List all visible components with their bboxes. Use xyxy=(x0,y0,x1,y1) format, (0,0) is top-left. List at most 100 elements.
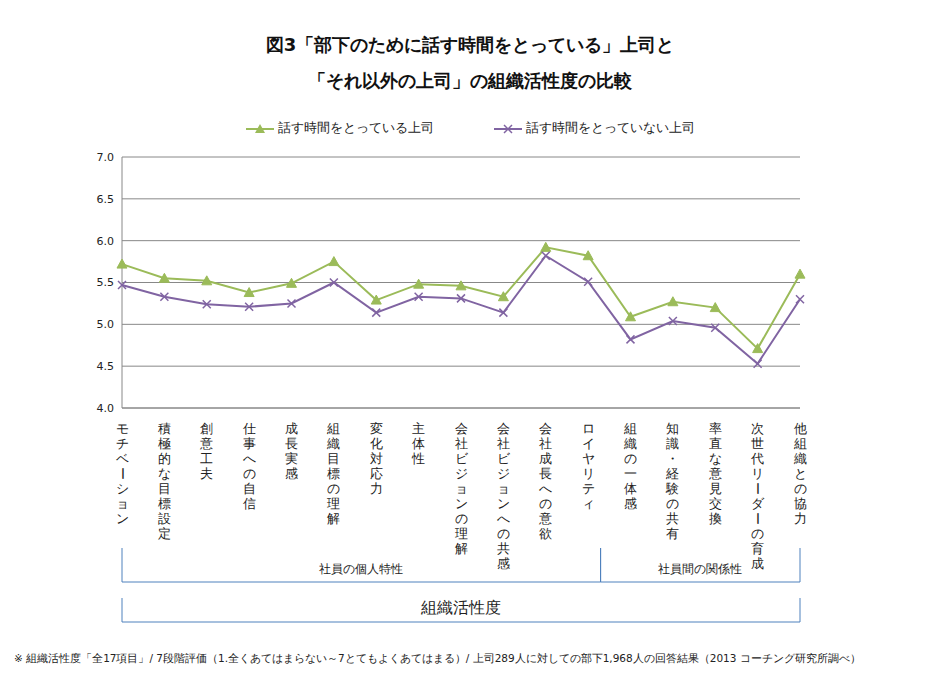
svg-text:ョ: ョ xyxy=(497,481,510,496)
svg-text:目: 目 xyxy=(158,481,171,496)
svg-text:5.0: 5.0 xyxy=(97,318,115,331)
svg-text:組: 組 xyxy=(793,436,807,451)
svg-text:応: 応 xyxy=(370,466,383,481)
svg-text:標: 標 xyxy=(327,466,340,481)
svg-text:の: の xyxy=(751,526,764,541)
svg-text:感: 感 xyxy=(285,466,298,481)
svg-text:ー: ー xyxy=(750,482,765,495)
svg-text:リ: リ xyxy=(751,466,764,481)
svg-text:意: 意 xyxy=(708,466,722,481)
svg-text:的: 的 xyxy=(158,451,171,466)
svg-text:体: 体 xyxy=(412,436,425,451)
svg-text:テ: テ xyxy=(582,481,595,496)
svg-text:標: 標 xyxy=(158,496,171,511)
svg-text:換: 換 xyxy=(709,511,722,526)
svg-text:目: 目 xyxy=(327,451,340,466)
svg-text:へ: へ xyxy=(497,511,510,526)
svg-text:経: 経 xyxy=(665,466,679,481)
svg-text:組織活性度: 組織活性度 xyxy=(420,598,501,617)
svg-text:ー: ー xyxy=(115,467,130,480)
svg-text:一: 一 xyxy=(624,466,637,481)
svg-text:ー: ー xyxy=(750,512,765,525)
svg-text:ジ: ジ xyxy=(497,466,510,481)
svg-text:な: な xyxy=(709,451,722,466)
svg-text:4.5: 4.5 xyxy=(97,360,115,373)
svg-text:5.5: 5.5 xyxy=(97,276,115,289)
svg-text:仕: 仕 xyxy=(242,421,256,436)
svg-text:シ: シ xyxy=(116,481,129,496)
svg-text:ン: ン xyxy=(116,511,129,526)
svg-text:ジ: ジ xyxy=(455,466,468,481)
svg-text:社員の個人特性: 社員の個人特性 xyxy=(319,562,403,576)
svg-text:理: 理 xyxy=(327,496,340,511)
svg-text:と: と xyxy=(794,466,807,481)
svg-text:モ: モ xyxy=(116,421,129,436)
svg-text:社: 社 xyxy=(455,436,468,451)
svg-text:世: 世 xyxy=(751,436,764,451)
svg-text:理: 理 xyxy=(455,526,468,541)
svg-text:事: 事 xyxy=(243,436,256,451)
svg-text:主: 主 xyxy=(412,421,425,436)
svg-text:の: の xyxy=(497,526,510,541)
svg-text:織: 織 xyxy=(623,436,637,451)
svg-text:組: 組 xyxy=(623,421,637,436)
svg-text:の: の xyxy=(666,496,679,511)
svg-text:対: 対 xyxy=(370,451,383,466)
svg-text:成: 成 xyxy=(539,451,552,466)
svg-text:解: 解 xyxy=(455,541,468,556)
svg-text:社員間の関係性: 社員間の関係性 xyxy=(658,562,742,576)
svg-text:ビ: ビ xyxy=(497,451,511,466)
svg-text:知: 知 xyxy=(666,421,679,436)
svg-text:験: 験 xyxy=(665,481,679,496)
svg-text:信: 信 xyxy=(243,496,256,511)
svg-text:解: 解 xyxy=(327,511,340,526)
svg-text:変: 変 xyxy=(370,421,383,436)
svg-text:7.0: 7.0 xyxy=(97,151,115,164)
svg-text:感: 感 xyxy=(497,556,510,571)
svg-text:ン: ン xyxy=(497,496,510,511)
svg-text:ベ: ベ xyxy=(116,451,129,466)
svg-text:化: 化 xyxy=(370,436,383,451)
svg-text:力: 力 xyxy=(370,481,383,496)
svg-text:チ: チ xyxy=(116,436,129,451)
svg-text:社: 社 xyxy=(497,436,510,451)
svg-text:の: の xyxy=(327,481,340,496)
svg-text:協: 協 xyxy=(794,496,807,511)
svg-text:実: 実 xyxy=(285,451,298,466)
svg-text:の: の xyxy=(243,466,256,481)
svg-text:の: の xyxy=(794,481,807,496)
svg-text:次: 次 xyxy=(751,421,764,436)
svg-text:体: 体 xyxy=(624,481,637,496)
svg-text:ヤ: ヤ xyxy=(582,451,595,466)
svg-text:ダ: ダ xyxy=(751,496,765,511)
svg-text:へ: へ xyxy=(539,481,552,496)
svg-text:設: 設 xyxy=(158,511,171,526)
svg-text:成: 成 xyxy=(751,556,764,571)
svg-text:工: 工 xyxy=(200,451,213,466)
svg-text:見: 見 xyxy=(709,481,722,496)
svg-text:極: 極 xyxy=(158,436,171,451)
svg-text:力: 力 xyxy=(794,511,807,526)
svg-text:創: 創 xyxy=(200,421,213,436)
svg-text:定: 定 xyxy=(158,526,171,541)
svg-text:ロ: ロ xyxy=(582,421,595,436)
svg-text:織: 織 xyxy=(326,436,340,451)
svg-text:感: 感 xyxy=(624,496,637,511)
svg-text:共: 共 xyxy=(497,541,510,556)
svg-text:ョ: ョ xyxy=(116,496,129,511)
svg-text:ィ: ィ xyxy=(582,496,595,511)
svg-text:ョ: ョ xyxy=(455,481,468,496)
svg-text:会: 会 xyxy=(455,421,468,436)
svg-text:交: 交 xyxy=(709,496,722,511)
svg-text:・: ・ xyxy=(666,451,679,466)
svg-text:他: 他 xyxy=(794,421,807,436)
svg-text:の: の xyxy=(455,511,468,526)
svg-text:長: 長 xyxy=(539,466,552,481)
svg-text:意: 意 xyxy=(538,511,552,526)
svg-text:成: 成 xyxy=(285,421,298,436)
svg-text:織: 織 xyxy=(793,451,807,466)
svg-text:社: 社 xyxy=(539,436,552,451)
svg-text:会: 会 xyxy=(497,421,510,436)
svg-text:へ: へ xyxy=(243,451,256,466)
svg-text:自: 自 xyxy=(243,481,256,496)
